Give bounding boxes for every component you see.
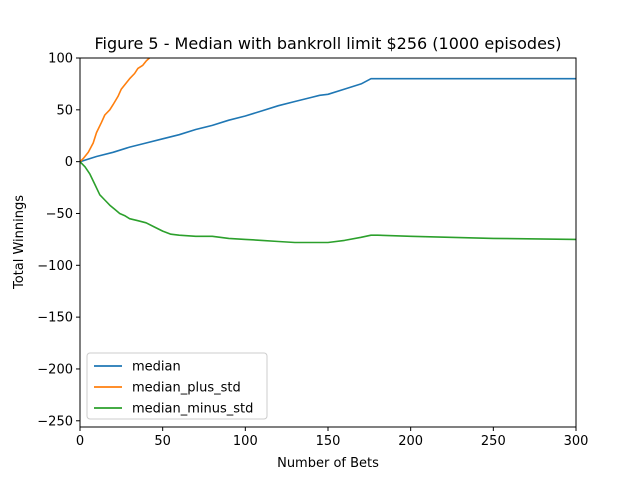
x-axis-label: Number of Bets [277,456,379,471]
y-tick-label: −250 [37,414,73,429]
legend-label-median-minus-std: median_minus_std [132,402,253,417]
x-tick-label: 200 [398,434,423,449]
legend-label-median-plus-std: median_plus_std [132,381,241,396]
y-tick-label: 50 [56,103,73,118]
series-line-median-minus-std [80,161,576,244]
chart-title: Figure 5 - Median with bankroll limit $2… [94,34,561,53]
x-tick-label: 250 [481,434,506,449]
y-tick-label: −200 [37,362,73,377]
y-tick-label: −100 [37,259,73,274]
y-axis-label: Total Winnings [12,195,27,290]
series-line-median [80,77,576,163]
legend: median median_plus_std median_minus_std [86,352,268,420]
x-axis: 0 50 100 150 200 250 300 [76,427,589,449]
x-tick-label: 0 [76,434,84,449]
legend-label-median: median [132,360,181,375]
legend-box [86,352,268,420]
series-layer [80,58,576,244]
y-tick-label: −50 [46,207,73,222]
y-tick-label: 100 [48,52,73,67]
series-line-median-plus-std [80,58,151,163]
y-tick-label: 0 [65,155,73,170]
x-tick-label: 300 [564,434,589,449]
y-tick-label: −150 [37,311,73,326]
x-tick-label: 150 [316,434,341,449]
x-tick-label: 100 [233,434,258,449]
y-axis: 100 50 0 −50 −100 −150 −200 −250 [37,52,80,429]
x-tick-label: 50 [154,434,171,449]
